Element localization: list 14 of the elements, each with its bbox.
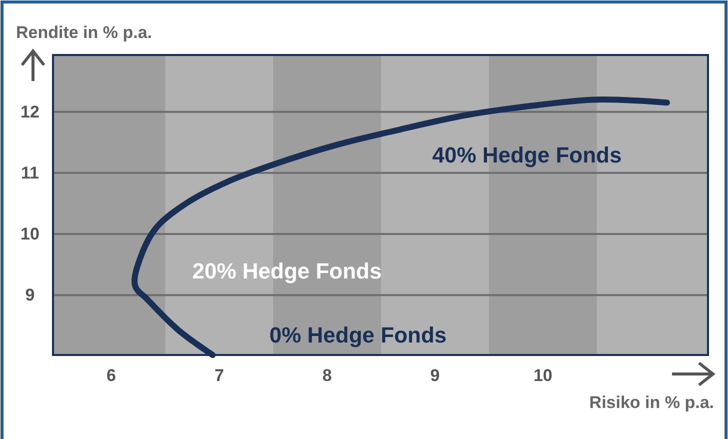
y-tick-label: 11 [21, 163, 39, 182]
annotation: 0% Hedge Fonds [269, 322, 447, 348]
x-tick-label: 10 [533, 366, 552, 385]
y-axis-title: Rendite in % p.a. [16, 23, 152, 42]
annotation: 40% Hedge Fonds [432, 142, 622, 168]
y-tick-label: 12 [20, 102, 40, 122]
x-tick-label: 8 [322, 366, 332, 385]
x-tick-label: 9 [430, 366, 440, 385]
x-tick-label: 7 [214, 366, 224, 385]
x-axis-title: Risiko in % p.a. [589, 393, 714, 412]
annotation: 20% Hedge Fonds [192, 258, 382, 284]
y-tick-label: 10 [20, 224, 40, 244]
y-tick-label: 9 [25, 286, 35, 305]
x-tick-label: 6 [106, 366, 116, 385]
